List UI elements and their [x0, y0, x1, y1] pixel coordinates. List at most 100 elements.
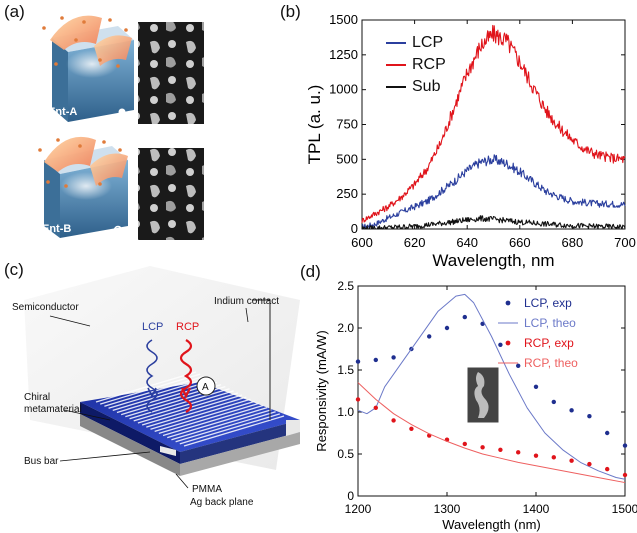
legend-entry: Sub — [412, 78, 441, 95]
x-axis-label: Wavelength, nm — [432, 251, 554, 270]
data-point-rcpexp — [569, 458, 574, 463]
panel-d-label: (d) — [300, 262, 321, 281]
grating-line — [95, 371, 197, 403]
data-point-lcpexp — [622, 443, 628, 448]
y-tick-label: 1000 — [329, 82, 358, 97]
data-point-lcpexp — [605, 430, 610, 436]
grating-line — [141, 394, 243, 426]
panel-b-label: (b) — [280, 2, 301, 21]
sem-image-ent-b — [138, 148, 204, 240]
y-axis-label: Responsivity (mA/W) — [314, 330, 329, 451]
data-point-rcpexp — [409, 426, 414, 431]
x-tick-label: 620 — [404, 235, 426, 250]
grating-line — [158, 402, 260, 435]
grating-line — [154, 400, 255, 432]
lcp-label: LCP — [142, 321, 163, 333]
sample-side-right — [180, 420, 300, 464]
legend-marker — [505, 340, 511, 346]
y-tick-label: 750 — [336, 117, 358, 132]
data-point-rcpexp — [551, 455, 556, 460]
y-tick-label: 1.0 — [337, 405, 354, 419]
chiral-label-line1: Chiral — [24, 392, 50, 403]
x-tick-label: 660 — [509, 235, 531, 250]
panel-a-label: (a) — [4, 2, 25, 21]
ammeter-label: A — [202, 382, 209, 393]
y-axis-label: TPL (a. u.) — [305, 85, 324, 165]
x-tick-label: 600 — [351, 235, 373, 250]
data-point-rcpexp — [498, 447, 503, 452]
x-tick-label: 1200 — [345, 502, 372, 516]
series-line-rcp — [361, 24, 626, 223]
grating-line — [175, 411, 276, 443]
chart-d: 1200 1300 1400 1500 0 0.5 1.0 1.5 2.0 2.5 Waveleng… — [314, 279, 637, 532]
y-tick-label: 500 — [336, 151, 358, 166]
ent-b-label: Ent-B — [42, 223, 71, 235]
data-point-lcpexp — [373, 357, 378, 363]
y-tick-label: 1.5 — [337, 363, 354, 377]
semiconductor-label: Semiconductor — [12, 302, 79, 313]
y-tick-label: 0 — [347, 489, 354, 503]
x-tick-label: 1400 — [523, 502, 550, 516]
chart-b: 600 620 640 660 680 700 0 250 500 750 1000 1250 1500… — [305, 12, 636, 270]
panel-c: A LCP RCP Semiconductor Indium contact C… — [12, 266, 300, 508]
data-point-rcpexp — [533, 453, 539, 458]
ent-a-model: Ent-A — [42, 15, 134, 122]
ag-back-plane-label: Ag back plane — [190, 497, 254, 508]
ammeter-icon — [196, 376, 216, 396]
data-point-lcpexp — [462, 314, 467, 320]
data-point-rcpexp — [391, 418, 396, 423]
series-line-sub — [361, 215, 626, 230]
sample-side-left — [80, 402, 180, 464]
indium-contact-label: Indium contact — [214, 296, 279, 307]
pmma-label: PMMA — [192, 484, 222, 495]
data-point-rcpexp — [587, 461, 592, 467]
legend-entry: RCP, theo — [524, 356, 578, 370]
indium-pad — [286, 420, 300, 436]
data-point-lcpexp — [569, 408, 574, 413]
data-point-rcpexp — [622, 472, 628, 478]
x-tick-label: 700 — [614, 235, 636, 250]
series-line-rcptheo — [357, 382, 626, 484]
grating-line — [133, 390, 234, 422]
data-point-rcpexp — [605, 466, 610, 472]
legend-entry: LCP — [412, 34, 443, 51]
bus-bar-pad — [160, 446, 176, 456]
plot-frame — [357, 285, 626, 497]
grating-line — [183, 415, 285, 447]
data-point-rcpexp — [480, 445, 485, 450]
y-tick-label: 2.5 — [337, 279, 354, 293]
series-line-lcptheo — [357, 293, 626, 480]
y-tick-label: 0 — [351, 221, 358, 236]
inset-nanostructure — [474, 372, 489, 418]
legend-entry: LCP, exp — [524, 296, 572, 310]
ag-back-plane-right — [180, 432, 300, 476]
legend-entry: LCP, theo — [524, 316, 576, 330]
panel-a: Ent-A Ent-B — [38, 15, 204, 240]
grating-line — [171, 409, 272, 441]
bus-bar-label: Bus bar — [24, 456, 59, 467]
data-point-lcpexp — [498, 342, 503, 347]
series-line-lcp — [361, 154, 626, 230]
data-point-rcpexp — [355, 397, 361, 402]
x-tick-label: 1300 — [434, 502, 461, 516]
sem-image-ent-a — [138, 22, 204, 124]
data-point-rcpexp — [462, 441, 467, 447]
y-tick-label: 2.0 — [337, 321, 354, 335]
y-tick-label: 1500 — [329, 12, 358, 27]
ent-a-label: Ent-A — [48, 106, 77, 118]
grating-line — [100, 373, 201, 405]
ag-back-plane-left — [80, 414, 180, 476]
x-tick-label: 640 — [456, 235, 478, 250]
legend-entry: RCP — [412, 56, 446, 73]
legend-entry: RCP, exp — [524, 336, 574, 350]
grating-line — [150, 398, 251, 430]
data-point-lcpexp — [533, 384, 539, 389]
legend-marker — [505, 300, 511, 306]
grating-line — [129, 388, 230, 420]
grating-line — [162, 404, 264, 437]
grating-line — [167, 406, 268, 439]
ent-b-model: Ent-B — [38, 136, 128, 238]
data-point-lcpexp — [444, 325, 450, 331]
data-point-lcpexp — [516, 363, 521, 368]
panel-c-label: (c) — [4, 260, 24, 279]
